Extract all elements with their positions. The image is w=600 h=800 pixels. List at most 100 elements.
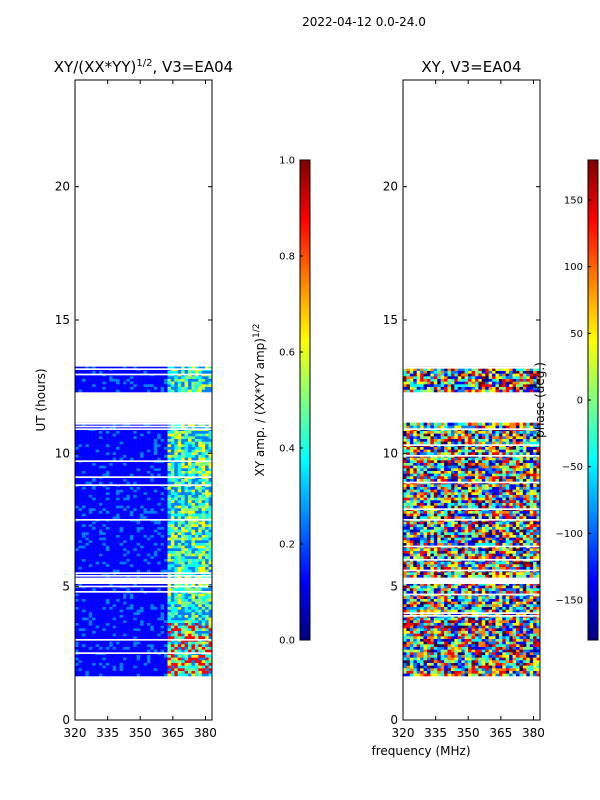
heatmap-cell (430, 625, 435, 629)
heatmap-cell (146, 596, 151, 599)
heatmap-cell (184, 566, 189, 570)
heatmap-cell (205, 489, 209, 493)
heatmap-cell (122, 550, 127, 554)
heatmap-cell (208, 454, 212, 458)
heatmap-cell (198, 376, 203, 379)
heatmap-cell (81, 376, 86, 379)
heatmap-cell (406, 630, 411, 634)
heatmap-cell (205, 446, 209, 450)
heatmap-cell (119, 513, 124, 517)
heatmap-cell (95, 462, 100, 466)
heatmap-cell (184, 604, 189, 607)
heatmap-cell (164, 617, 168, 621)
heatmap-cell (129, 545, 134, 549)
heatmap-cell (140, 670, 144, 674)
heatmap-cell (88, 526, 93, 530)
left-colorbar (300, 160, 310, 640)
heatmap-cell (406, 668, 411, 671)
heatmap-cell (140, 502, 144, 506)
heatmap-cell (78, 545, 83, 549)
heatmap-cell (146, 660, 151, 663)
heatmap-cell (122, 381, 127, 385)
heatmap-cell (143, 510, 148, 514)
heatmap-cell (146, 612, 151, 615)
heatmap-cell (119, 441, 124, 445)
heatmap-cell (184, 593, 189, 597)
heatmap-cell (208, 614, 212, 618)
heatmap-cell (191, 564, 196, 567)
heatmap-cell (174, 473, 179, 477)
heatmap-cell (136, 438, 141, 442)
heatmap-cell (198, 566, 203, 570)
heatmap-cell (136, 486, 141, 490)
heatmap-cell (512, 652, 517, 655)
heatmap-cell (143, 604, 148, 607)
heatmap-cell (164, 470, 168, 474)
heatmap-cell (201, 630, 206, 634)
heatmap-cell (146, 636, 151, 639)
heatmap-cell (92, 633, 96, 637)
heatmap-cell (177, 636, 182, 639)
heatmap-cell (201, 473, 206, 477)
heatmap-cell (177, 617, 182, 621)
heatmap-cell (474, 662, 479, 666)
heatmap-cell (191, 668, 196, 671)
heatmap-cell (160, 489, 165, 493)
heatmap-cell (129, 625, 134, 629)
heatmap-cell (440, 652, 445, 655)
heatmap-cell (146, 657, 151, 661)
heatmap-cell (75, 478, 79, 482)
heatmap-cell (474, 633, 479, 637)
heatmap-cell (198, 494, 203, 498)
heatmap-cell (129, 513, 134, 517)
heatmap-cell (109, 545, 113, 549)
heatmap-cell (201, 502, 206, 506)
heatmap-cell (208, 386, 212, 390)
heatmap-cell (150, 548, 155, 551)
heatmap-cell (188, 556, 192, 559)
heatmap-cell (153, 660, 158, 663)
heatmap-cell (150, 462, 155, 466)
heatmap-cell (488, 625, 493, 629)
heatmap-cell (184, 452, 189, 455)
heatmap-cell (157, 673, 161, 677)
heatmap-cell (119, 598, 124, 602)
heatmap-cell (413, 668, 418, 671)
heatmap-cell (498, 662, 503, 666)
heatmap-cell (116, 646, 120, 650)
heatmap-cell (188, 553, 192, 557)
heatmap-cell (167, 481, 172, 485)
heatmap-cell (471, 646, 476, 650)
heatmap-cell (119, 593, 124, 597)
heatmap-cell (198, 441, 203, 445)
heatmap-cell (488, 638, 493, 642)
heatmap-cell (122, 601, 127, 605)
heatmap-cell (105, 569, 110, 573)
heatmap-cell (150, 550, 155, 554)
heatmap-cell (191, 497, 196, 501)
heatmap-cell (75, 438, 79, 442)
y-tick-label: 10 (55, 446, 70, 460)
heatmap-cell (157, 526, 161, 530)
heatmap-cell (191, 492, 196, 495)
heatmap-cell (126, 444, 131, 447)
heatmap-cell (95, 548, 100, 551)
heatmap-cell (88, 470, 93, 474)
heatmap-cell (133, 564, 137, 567)
heatmap-cell (164, 430, 168, 434)
heatmap-cell (457, 633, 462, 637)
heatmap-cell (488, 665, 493, 669)
heatmap-cell (160, 646, 165, 650)
heatmap-cell (201, 468, 206, 471)
heatmap-cell (194, 564, 199, 567)
heatmap-cell (177, 604, 182, 607)
heatmap-cell (194, 430, 199, 434)
heatmap-cell (464, 644, 469, 647)
heatmap-cell (177, 478, 182, 482)
heatmap-cell (184, 378, 189, 382)
heatmap-cell (140, 449, 144, 453)
heatmap-cell (526, 641, 531, 645)
heatmap-cell (167, 606, 172, 610)
heatmap-cell (205, 630, 209, 634)
heatmap-cell (488, 630, 493, 634)
